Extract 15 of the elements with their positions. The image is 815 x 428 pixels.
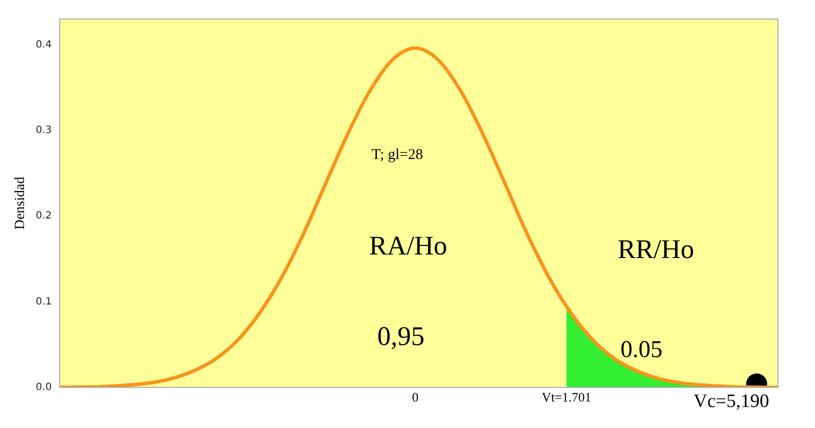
annotation: 0,95 [377, 320, 425, 351]
y-axis-title: Densidad [13, 176, 28, 230]
x-tick-label: 0 [412, 390, 419, 405]
annotation: RR/Ho [618, 234, 694, 264]
text: Vc=5,190 [694, 391, 770, 412]
y-tick-label: 0.4 [36, 39, 52, 50]
annotation: T; gl=28 [372, 147, 423, 164]
y-tick-label: 0.2 [36, 210, 52, 222]
annotation: 0.05 [620, 336, 663, 363]
y-tick-label: 0.0 [36, 382, 52, 393]
annotation: RA/Ho [369, 230, 448, 260]
line-series [60, 46, 778, 388]
y-tick-label: 0.3 [36, 124, 52, 136]
y-tick-label: 0.1 [36, 296, 52, 308]
x-tick-label: Vt=1.701 [542, 390, 592, 405]
